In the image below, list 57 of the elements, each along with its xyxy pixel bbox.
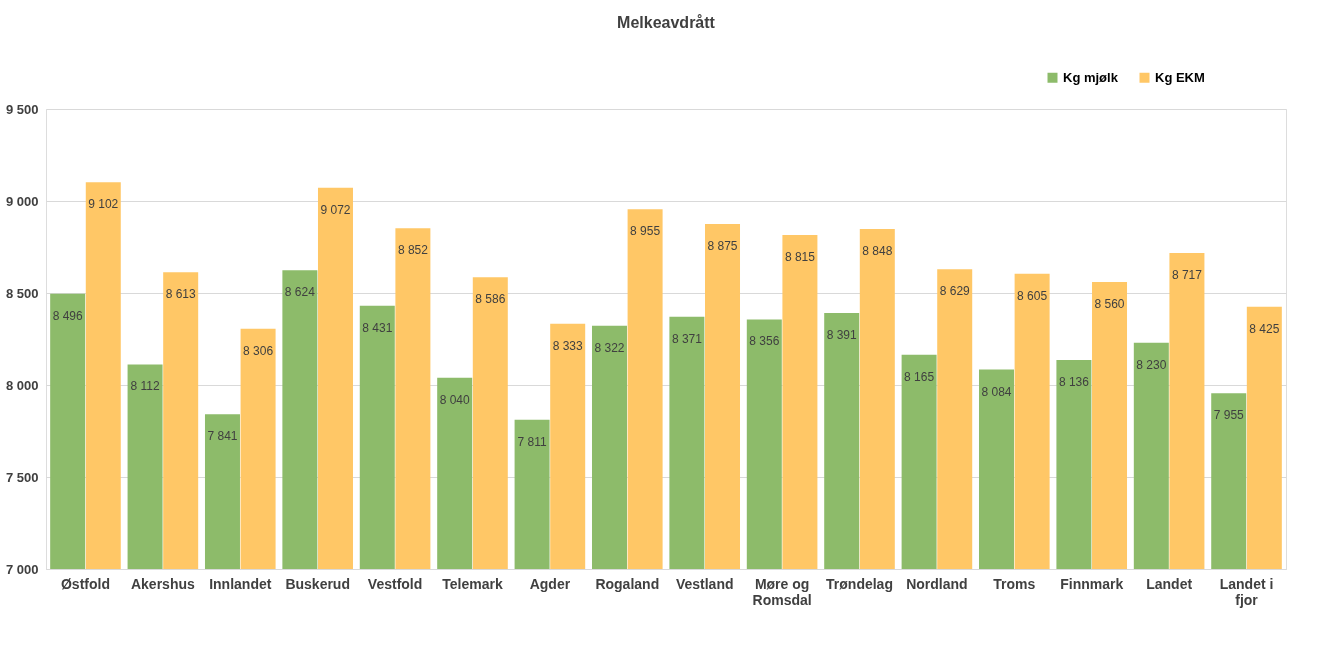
data-label: 8 586 — [475, 292, 506, 307]
x-tick-label: Møre og Romsdal — [752, 575, 812, 608]
x-tick-label: Finnmark — [1060, 575, 1124, 592]
chart-title: Melkeavdrått — [617, 14, 716, 31]
y-tick-label: 8 500 — [5, 285, 39, 301]
data-label: 8 425 — [1249, 321, 1280, 336]
data-label: 8 112 — [130, 379, 160, 394]
data-label: 8 624 — [284, 285, 316, 300]
data-label: 8 717 — [1171, 268, 1203, 283]
data-label: 8 605 — [1017, 288, 1048, 303]
data-label: 8 356 — [749, 334, 780, 349]
data-label: 8 629 — [939, 284, 971, 299]
data-label: 9 072 — [320, 202, 351, 217]
data-label: 7 955 — [1213, 408, 1245, 423]
x-tick-label: Landet — [1146, 575, 1193, 592]
data-label: 8 322 — [594, 340, 625, 355]
legend-label: Kg mjølk — [1063, 69, 1119, 85]
x-tick-label: Akershus — [130, 575, 195, 592]
x-tick-label: Agder — [529, 575, 571, 592]
legend-label: Kg EKM — [1155, 69, 1205, 85]
data-label: 8 560 — [1094, 296, 1125, 311]
data-label: 8 084 — [981, 384, 1012, 399]
y-tick-label: 9 500 — [5, 101, 39, 117]
x-tick-label: Landet i fjor — [1219, 575, 1274, 608]
data-label: 8 613 — [165, 287, 197, 302]
data-label: 8 136 — [1058, 374, 1090, 389]
y-tick-label: 7 500 — [5, 469, 39, 485]
data-label: 9 102 — [88, 197, 119, 212]
x-tick-label: Trøndelag — [826, 575, 893, 592]
data-label: 8 040 — [439, 392, 471, 407]
x-tick-label: Vestfold — [367, 575, 423, 592]
data-label: 8 875 — [707, 239, 738, 253]
data-label: 8 306 — [243, 343, 274, 358]
data-label: 8 431 — [362, 320, 393, 335]
y-tick-label: 8 000 — [5, 377, 39, 393]
data-label: 8 852 — [397, 243, 429, 258]
x-tick-label: Rogaland — [595, 575, 660, 592]
data-label: 8 848 — [862, 243, 893, 258]
data-label: 8 165 — [904, 369, 935, 384]
data-label: 8 371 — [671, 331, 703, 346]
data-label: 8 391 — [826, 328, 858, 343]
x-tick-label: Østfold — [60, 575, 110, 592]
x-tick-label: Innlandet — [209, 575, 272, 592]
y-tick-label: 9 000 — [5, 193, 39, 209]
data-label: 8 333 — [552, 338, 584, 353]
data-label: 7 841 — [207, 429, 238, 444]
x-tick-label: Nordland — [906, 575, 968, 592]
x-tick-label: Buskerud — [285, 575, 350, 592]
x-tick-label: Troms — [993, 575, 1036, 592]
data-label: 7 811 — [517, 434, 547, 449]
data-label: 8 815 — [784, 250, 816, 265]
data-label: 8 230 — [1136, 357, 1167, 372]
y-tick-label: 7 000 — [5, 561, 39, 577]
data-label: 8 955 — [630, 224, 661, 239]
x-tick-label: Vestland — [675, 575, 734, 592]
x-tick-label: Telemark — [442, 575, 503, 592]
data-label: 8 496 — [52, 308, 84, 323]
